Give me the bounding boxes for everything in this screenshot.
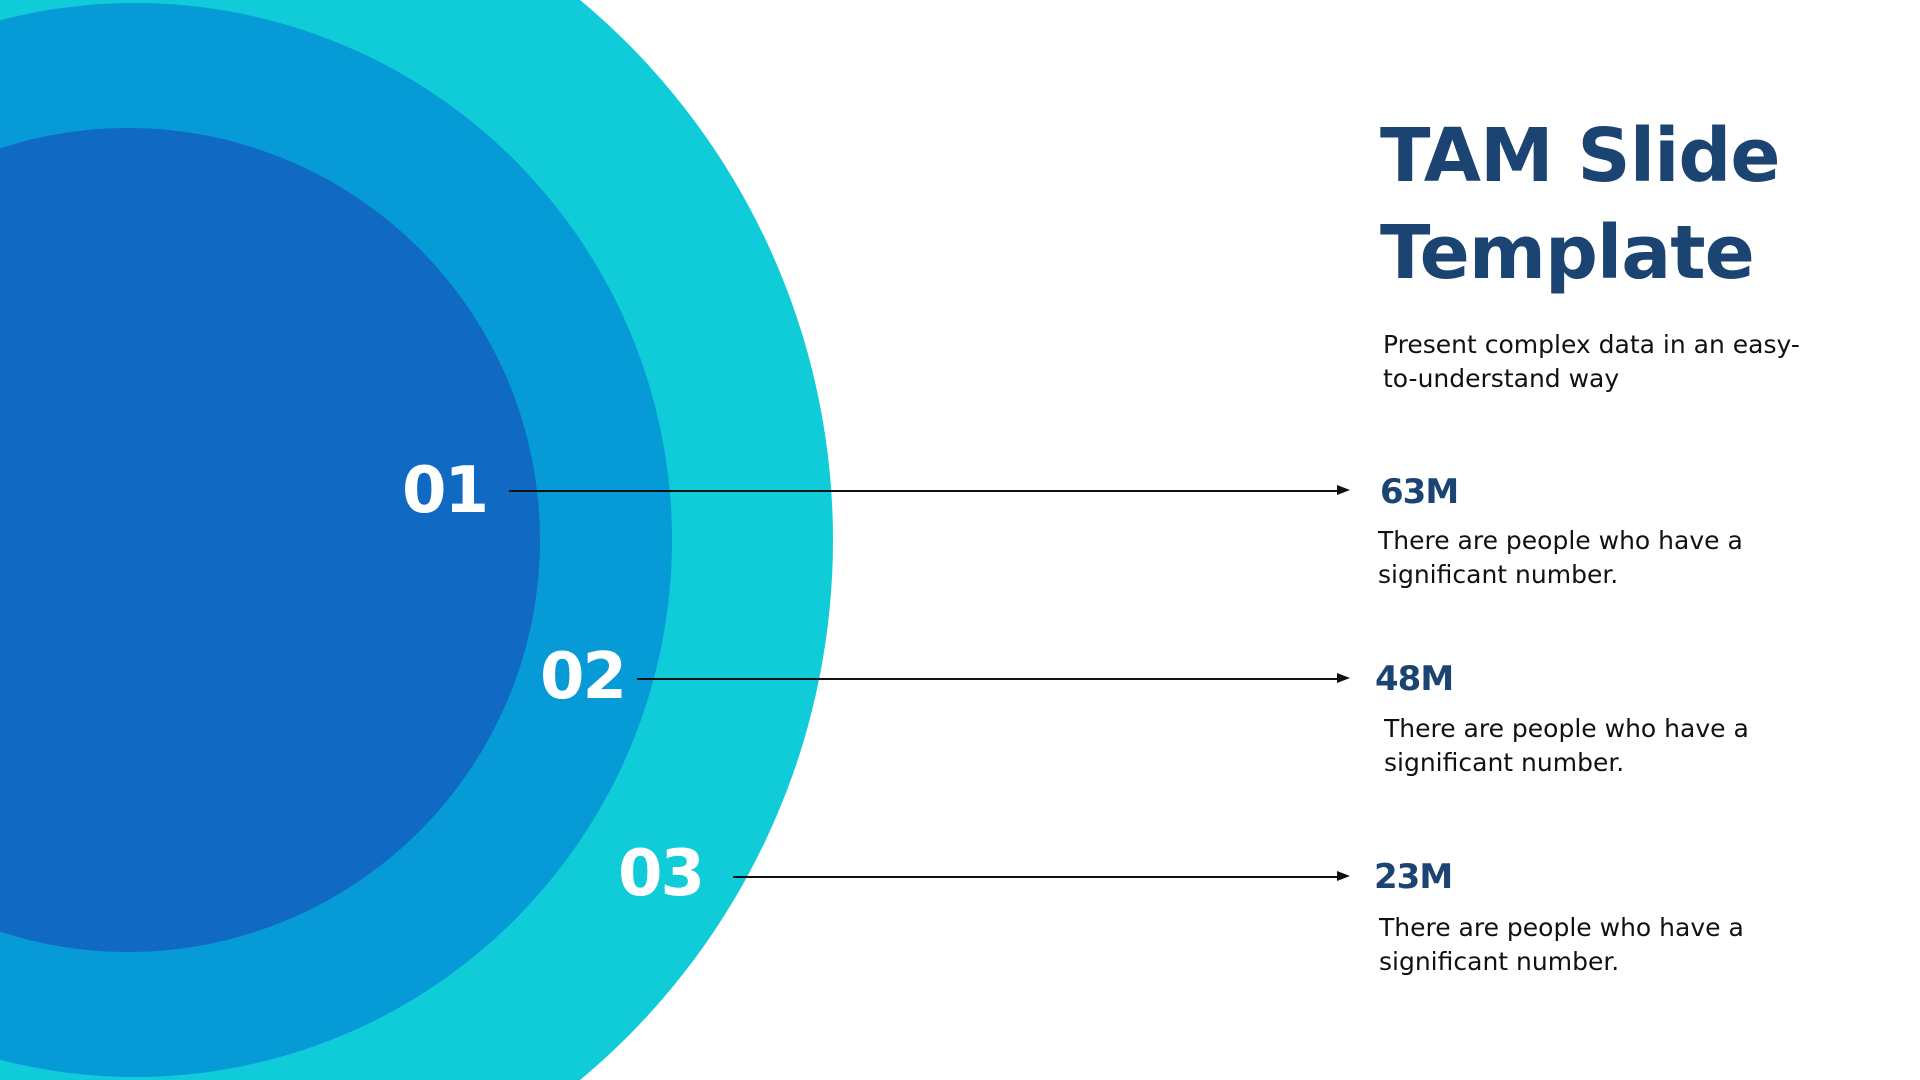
arrow-right-icon: [1337, 485, 1350, 495]
ring-label-03: 03: [618, 837, 705, 911]
arrow-right-icon: [1337, 871, 1350, 881]
connector-line-02: [637, 678, 1339, 680]
title-line-2: Template: [1380, 210, 1755, 296]
arrow-right-icon: [1337, 673, 1350, 683]
subtitle: Present complex data in an easy-to-under…: [1383, 330, 1800, 393]
stat-value-03: 23M: [1374, 857, 1453, 897]
stat-value-02: 48M: [1375, 659, 1454, 699]
ring-label-02: 02: [540, 640, 627, 714]
stat-description-01: There are people who have a significant …: [1378, 526, 1743, 589]
stat-value-01: 63M: [1380, 472, 1459, 512]
title-line-1: TAM Slide: [1380, 113, 1781, 199]
ring-label-01: 01: [402, 454, 489, 528]
stat-description-02: There are people who have a significant …: [1384, 714, 1749, 777]
page-title: TAM Slide Template: [1380, 108, 1781, 302]
connector-line-03: [733, 876, 1339, 878]
connector-line-01: [509, 490, 1339, 492]
stat-description-03: There are people who have a significant …: [1379, 913, 1744, 976]
